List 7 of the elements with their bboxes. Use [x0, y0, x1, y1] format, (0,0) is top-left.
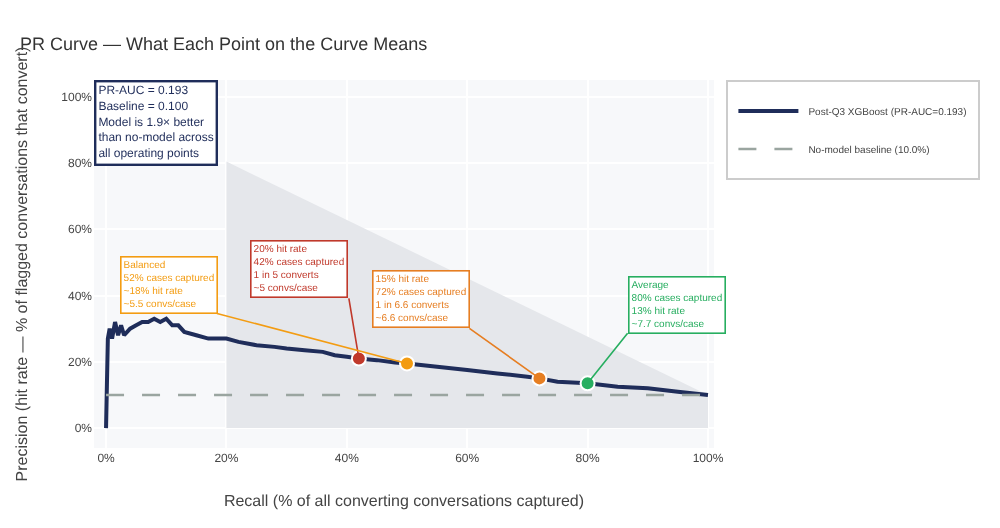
y-axis-title: Precision (hit rate — % of flagged conversations that convert): [12, 45, 31, 482]
point: [579, 375, 596, 392]
point: [399, 355, 415, 372]
point: [531, 370, 548, 387]
line-series: [104, 316, 710, 431]
point: [350, 350, 367, 367]
x-axis-title: Recall (% of all converting conversations captured): [223, 492, 585, 511]
